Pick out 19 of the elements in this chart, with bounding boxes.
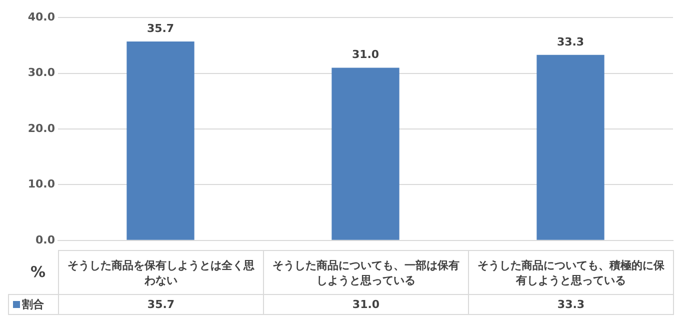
data-label: 35.7 <box>58 294 264 314</box>
x-tick-label: そうした商品を保有しようとは全く思わない <box>58 250 264 294</box>
x-tick-label: そうした商品についても、積極的に保有しようと思っている <box>468 250 674 294</box>
y-tick-label: 0.0 <box>36 233 56 246</box>
y-tick-label: 10.0 <box>28 178 56 191</box>
bar <box>332 68 400 240</box>
x-tick-label: そうした商品についても、一部は保有しようと思っている <box>264 250 468 294</box>
bar <box>536 54 604 240</box>
bar <box>126 42 194 240</box>
text: 31.0 <box>352 48 380 62</box>
y-tick-label: 20.0 <box>28 122 56 135</box>
data-label: 31.0 <box>264 294 468 314</box>
y-tick-label: 40.0 <box>28 10 56 24</box>
text: 35.7 <box>146 22 174 35</box>
legend-label: 割合 <box>21 298 44 311</box>
data-label: 33.3 <box>468 294 674 314</box>
y-axis-title: % <box>30 263 46 282</box>
y-tick-label: 30.0 <box>28 66 56 80</box>
text: 33.3 <box>556 35 584 48</box>
